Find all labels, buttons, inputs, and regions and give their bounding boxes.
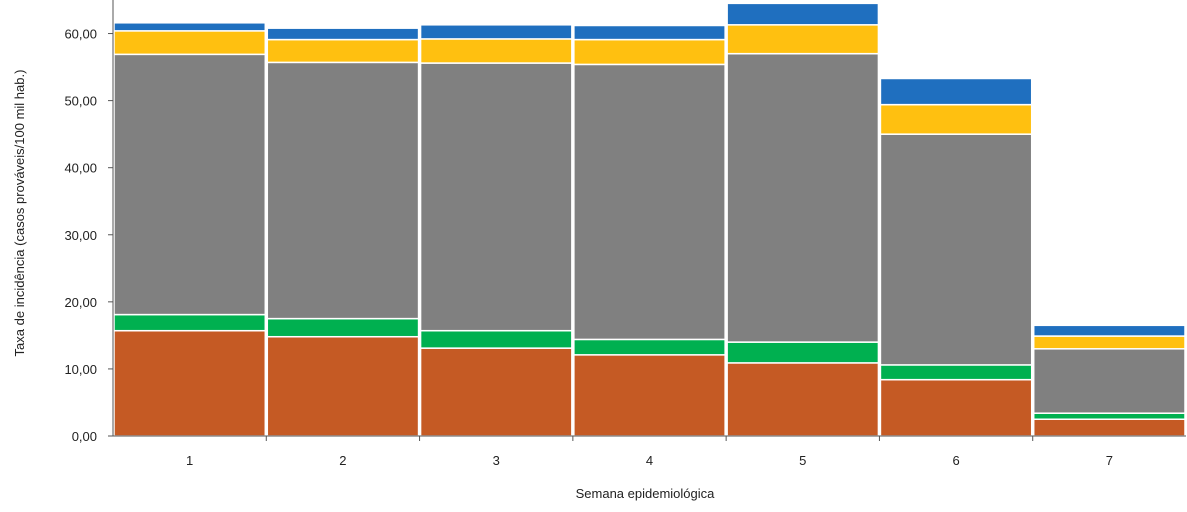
bar-segment-week-4-series-4 [573,38,726,66]
bar-segment-week-7-series-4 [1032,335,1186,350]
x-tick-label: 4 [646,453,653,468]
bar-segment-week-3-series-3 [419,62,573,332]
x-tick-label: 5 [799,453,806,468]
bar-segment-week-5-series-5 [726,2,880,26]
bar-segment-week-5-series-2 [726,341,880,364]
y-tick-label: 10,00 [64,362,97,377]
bar-segment-week-2-series-1 [266,335,420,437]
bar-segment-week-4-series-5 [573,24,726,41]
bar-segment-week-7-series-1 [1032,418,1186,437]
bar-segment-week-5-series-4 [726,24,880,55]
bar-segment-week-6-series-2 [879,364,1033,381]
x-tick-label: 6 [952,453,959,468]
bar-segment-week-1-series-5 [113,22,267,32]
bar-segment-week-1-series-3 [113,53,267,316]
y-tick-label: 40,00 [64,161,97,176]
bar-segment-week-6-series-1 [879,378,1033,437]
bar-segment-week-3-series-4 [419,38,573,64]
bar-segment-week-6-series-4 [879,103,1033,135]
bar-segment-week-4-series-3 [573,63,726,341]
bar-segment-week-3-series-5 [419,24,573,40]
bar-segment-week-2-series-5 [266,27,420,41]
bar-segment-week-1-series-2 [113,313,267,332]
bar-segment-week-7-series-5 [1032,324,1186,337]
y-axis-ticks: 0,00 10,00 20,00 30,00 40,00 50,00 60,00 [64,27,113,444]
y-tick-label: 50,00 [64,94,97,109]
x-axis-title: Semana epidemiológica [576,486,716,501]
bar-segment-week-3-series-2 [419,329,573,349]
bar-segment-week-7-series-2 [1032,412,1186,420]
bar-segment-week-4-series-2 [573,338,726,356]
bar-segment-week-6-series-3 [879,133,1033,366]
bar-segment-week-4-series-1 [573,354,726,437]
bar-segment-week-6-series-5 [879,77,1033,106]
bar-segment-week-1-series-1 [113,329,267,437]
bars-layer [113,2,1186,437]
bar-segment-week-5-series-1 [726,362,880,437]
y-tick-label: 60,00 [64,27,97,42]
x-tick-label: 7 [1106,453,1113,468]
bar-segment-week-1-series-4 [113,30,267,56]
y-axis-title: Taxa de incidência (casos prováveis/100 … [12,70,27,357]
x-tick-label: 1 [186,453,193,468]
x-axis-ticks: 1 2 3 4 5 6 7 [186,436,1113,468]
bar-segment-week-7-series-3 [1032,348,1186,414]
bar-segment-week-2-series-4 [266,38,420,64]
x-tick-label: 3 [493,453,500,468]
bar-segment-week-2-series-2 [266,317,420,338]
x-tick-label: 2 [339,453,346,468]
y-tick-label: 0,00 [72,429,97,444]
y-tick-label: 20,00 [64,295,97,310]
bar-segment-week-5-series-3 [726,52,880,343]
y-tick-label: 30,00 [64,228,97,243]
bar-segment-week-2-series-3 [266,61,420,320]
bar-segment-week-3-series-1 [419,347,573,437]
